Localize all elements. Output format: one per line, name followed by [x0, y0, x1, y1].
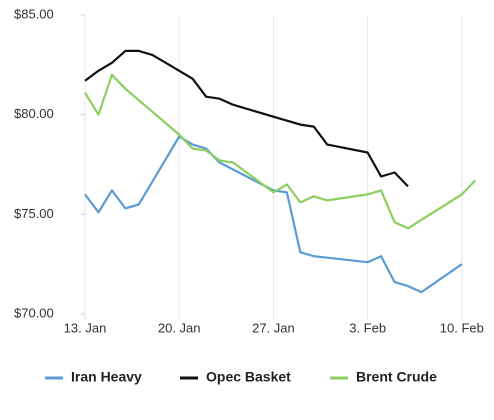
y-tick-label: $70.00 — [14, 305, 54, 320]
x-tick-label: 20. Jan — [158, 320, 201, 335]
legend-label: Iran Heavy — [71, 369, 142, 385]
x-tick-label: 27. Jan — [252, 320, 295, 335]
y-tick-label: $85.00 — [14, 6, 54, 21]
x-tick-label: 13. Jan — [64, 320, 107, 335]
y-tick-label: $75.00 — [14, 206, 54, 221]
series-line — [84, 135, 463, 294]
x-tick-label: 3. Feb — [349, 320, 386, 335]
y-tick-label: $80.00 — [14, 106, 54, 121]
series-line — [84, 49, 409, 188]
legend-label: Opec Basket — [206, 369, 291, 385]
legend-label: Brent Crude — [356, 369, 437, 385]
series-line — [84, 73, 477, 230]
x-tick-label: 10. Feb — [440, 320, 484, 335]
